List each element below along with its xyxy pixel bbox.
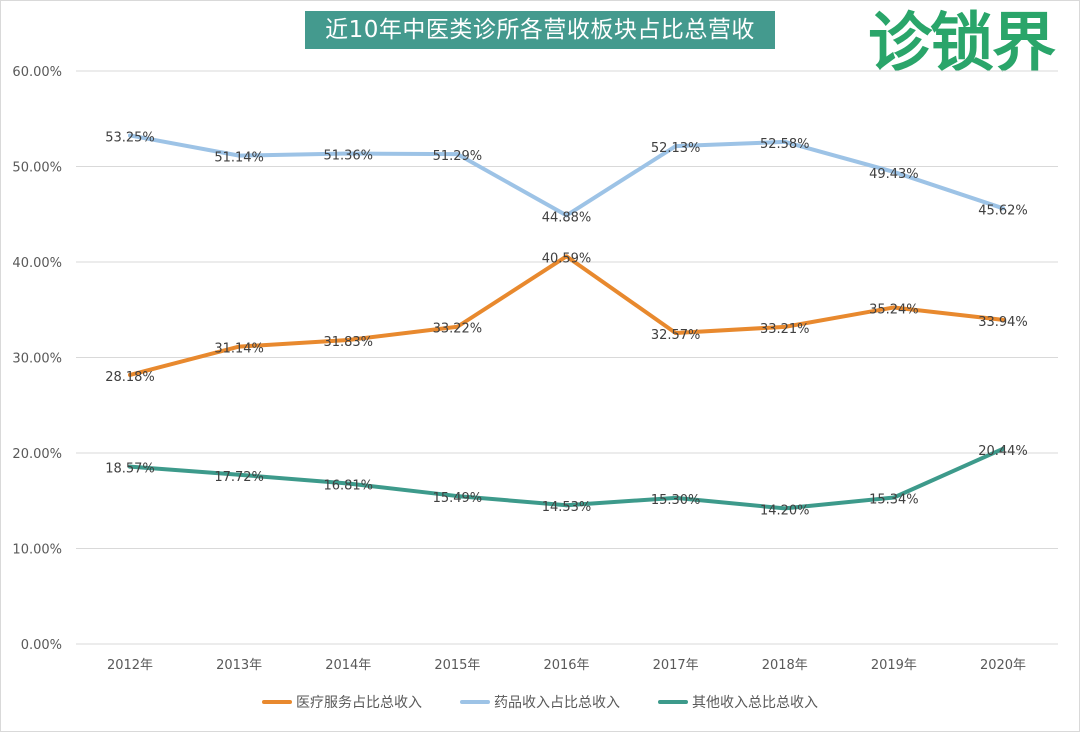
data-point bbox=[128, 133, 132, 138]
data-label: 51.14% bbox=[214, 151, 264, 166]
data-point bbox=[237, 472, 242, 477]
data-label: 53.25% bbox=[105, 130, 155, 145]
y-tick-label: 50.00% bbox=[12, 161, 62, 176]
data-point bbox=[346, 151, 351, 156]
y-tick-label: 0.00% bbox=[21, 638, 62, 653]
y-tick-label: 30.00% bbox=[12, 352, 62, 367]
data-point bbox=[1001, 317, 1005, 322]
x-tick-label: 2014年 bbox=[325, 658, 371, 673]
data-point bbox=[1001, 446, 1005, 451]
data-point bbox=[1001, 206, 1005, 211]
chart-title: 近10年中医类诊所各营收板块占比总营收 bbox=[305, 11, 775, 49]
legend-swatch bbox=[460, 700, 490, 704]
legend-item: 其他收入总比总收入 bbox=[658, 692, 818, 712]
brand-logo: 诊锁界 bbox=[868, 7, 1056, 81]
data-label: 15.34% bbox=[869, 493, 919, 508]
data-point bbox=[782, 324, 787, 329]
data-label: 15.49% bbox=[433, 491, 483, 506]
x-tick-label: 2013年 bbox=[216, 658, 262, 673]
legend-label: 医疗服务占比总收入 bbox=[296, 695, 422, 711]
legend-swatch bbox=[658, 700, 688, 704]
data-point bbox=[564, 254, 569, 259]
data-label: 33.94% bbox=[978, 315, 1028, 330]
y-tick-label: 20.00% bbox=[12, 447, 62, 462]
data-point bbox=[564, 213, 569, 218]
data-point bbox=[673, 330, 678, 335]
data-label: 31.83% bbox=[323, 335, 373, 350]
x-tick-label: 2016年 bbox=[543, 658, 589, 673]
data-label: 45.62% bbox=[978, 203, 1028, 218]
legend-swatch bbox=[262, 700, 292, 704]
data-label: 40.59% bbox=[542, 251, 592, 266]
x-tick-label: 2015年 bbox=[434, 658, 480, 673]
legend: 医疗服务占比总收入 药品收入占比总收入 其他收入总比总收入 bbox=[0, 692, 1080, 712]
data-label: 51.29% bbox=[433, 149, 483, 164]
data-point bbox=[782, 139, 787, 144]
x-tick-label: 2018年 bbox=[762, 658, 808, 673]
data-label: 31.14% bbox=[214, 342, 264, 357]
data-point bbox=[564, 503, 569, 508]
data-point bbox=[891, 305, 896, 310]
data-label: 14.20% bbox=[760, 503, 810, 518]
x-tick-label: 2012年 bbox=[107, 658, 153, 673]
data-label: 49.43% bbox=[869, 167, 919, 182]
data-point bbox=[128, 372, 132, 377]
data-point bbox=[455, 324, 460, 329]
y-tick-label: 10.00% bbox=[12, 543, 62, 558]
data-label: 15.30% bbox=[651, 493, 701, 508]
data-point bbox=[455, 494, 460, 499]
data-point bbox=[237, 153, 242, 158]
legend-label: 其他收入总比总收入 bbox=[692, 695, 818, 711]
legend-item: 药品收入占比总收入 bbox=[460, 692, 620, 712]
data-label: 17.72% bbox=[214, 470, 264, 485]
data-label: 33.22% bbox=[433, 322, 483, 337]
data-label: 32.57% bbox=[651, 328, 701, 343]
data-label: 28.18% bbox=[105, 370, 155, 385]
data-point bbox=[891, 495, 896, 500]
data-label: 16.81% bbox=[323, 478, 373, 493]
x-tick-label: 2020年 bbox=[980, 658, 1026, 673]
data-label: 52.13% bbox=[651, 141, 701, 156]
data-point bbox=[455, 152, 460, 157]
x-tick-label: 2019年 bbox=[871, 658, 917, 673]
legend-label: 药品收入占比总收入 bbox=[494, 695, 620, 711]
data-point bbox=[128, 464, 132, 469]
data-point bbox=[673, 495, 678, 500]
data-label: 51.36% bbox=[323, 149, 373, 164]
data-label: 33.21% bbox=[760, 322, 810, 337]
data-point bbox=[346, 338, 351, 343]
data-label: 20.44% bbox=[978, 444, 1028, 459]
legend-item: 医疗服务占比总收入 bbox=[262, 692, 422, 712]
data-point bbox=[673, 144, 678, 149]
data-label: 14.53% bbox=[542, 500, 592, 515]
data-point bbox=[346, 481, 351, 486]
data-label: 35.24% bbox=[869, 302, 919, 317]
data-label: 52.58% bbox=[760, 137, 810, 152]
data-point bbox=[891, 169, 896, 174]
y-tick-label: 60.00% bbox=[12, 65, 62, 80]
data-point bbox=[237, 344, 242, 349]
data-label: 44.88% bbox=[542, 210, 592, 225]
data-point bbox=[782, 506, 787, 511]
data-label: 18.57% bbox=[105, 462, 155, 477]
y-tick-label: 40.00% bbox=[12, 256, 62, 271]
x-tick-label: 2017年 bbox=[653, 658, 699, 673]
